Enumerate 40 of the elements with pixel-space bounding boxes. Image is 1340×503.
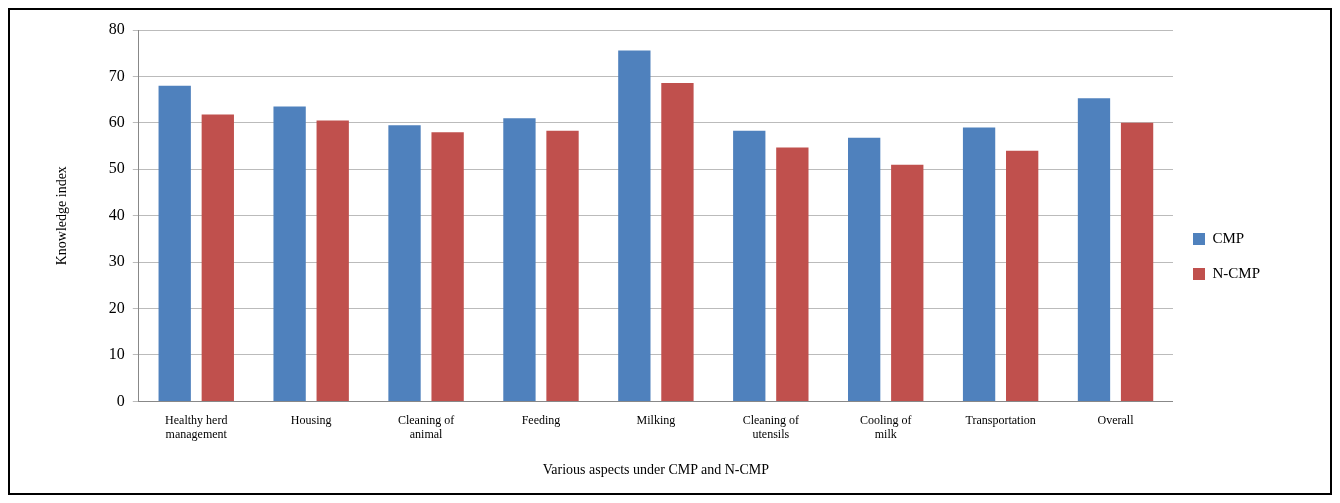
y-tick-label: 50 xyxy=(108,159,125,177)
x-tick-label: Feeding xyxy=(521,412,561,427)
legend-label: N-CMP xyxy=(1212,264,1260,281)
y-axis-title: Knowledge index xyxy=(54,166,70,266)
bar xyxy=(1120,122,1154,401)
y-tick-label: 0 xyxy=(116,391,125,409)
y-tick-label: 70 xyxy=(108,66,125,84)
bar xyxy=(201,114,234,401)
y-tick-label: 20 xyxy=(108,298,125,316)
y-tick-label: 40 xyxy=(108,205,125,223)
bar xyxy=(618,50,651,401)
y-tick-label: 80 xyxy=(108,20,125,38)
bar xyxy=(848,137,881,401)
bar xyxy=(1006,150,1039,401)
bar xyxy=(273,106,306,401)
bar xyxy=(546,130,579,401)
y-tick-label: 30 xyxy=(108,252,125,270)
bar xyxy=(388,125,421,401)
bar xyxy=(158,85,191,401)
x-tick-label: Cleaning of utensils xyxy=(742,412,799,442)
x-tick-label: Milking xyxy=(636,412,676,427)
bar xyxy=(776,147,809,401)
y-tick-label: 60 xyxy=(108,113,125,131)
bar xyxy=(733,130,766,401)
bar xyxy=(891,164,924,401)
y-tick-label: 10 xyxy=(108,345,125,363)
x-tick-label: Cleaning of animal xyxy=(397,412,455,442)
x-axis-title: Various aspects under CMP and N-CMP xyxy=(542,462,770,478)
bar xyxy=(431,132,464,401)
x-tick-label: Overall xyxy=(1097,412,1135,427)
bar xyxy=(661,82,694,401)
bar xyxy=(1077,98,1111,401)
legend-label: CMP xyxy=(1212,229,1245,246)
bar xyxy=(962,127,996,401)
x-tick-label: Cooling of milk xyxy=(859,412,912,442)
bar xyxy=(503,118,536,401)
x-tick-label: Healthy herd management xyxy=(165,412,228,442)
bar xyxy=(316,120,349,401)
x-tick-label: Housing xyxy=(290,412,332,427)
x-tick-label: Transportation xyxy=(965,412,1036,427)
